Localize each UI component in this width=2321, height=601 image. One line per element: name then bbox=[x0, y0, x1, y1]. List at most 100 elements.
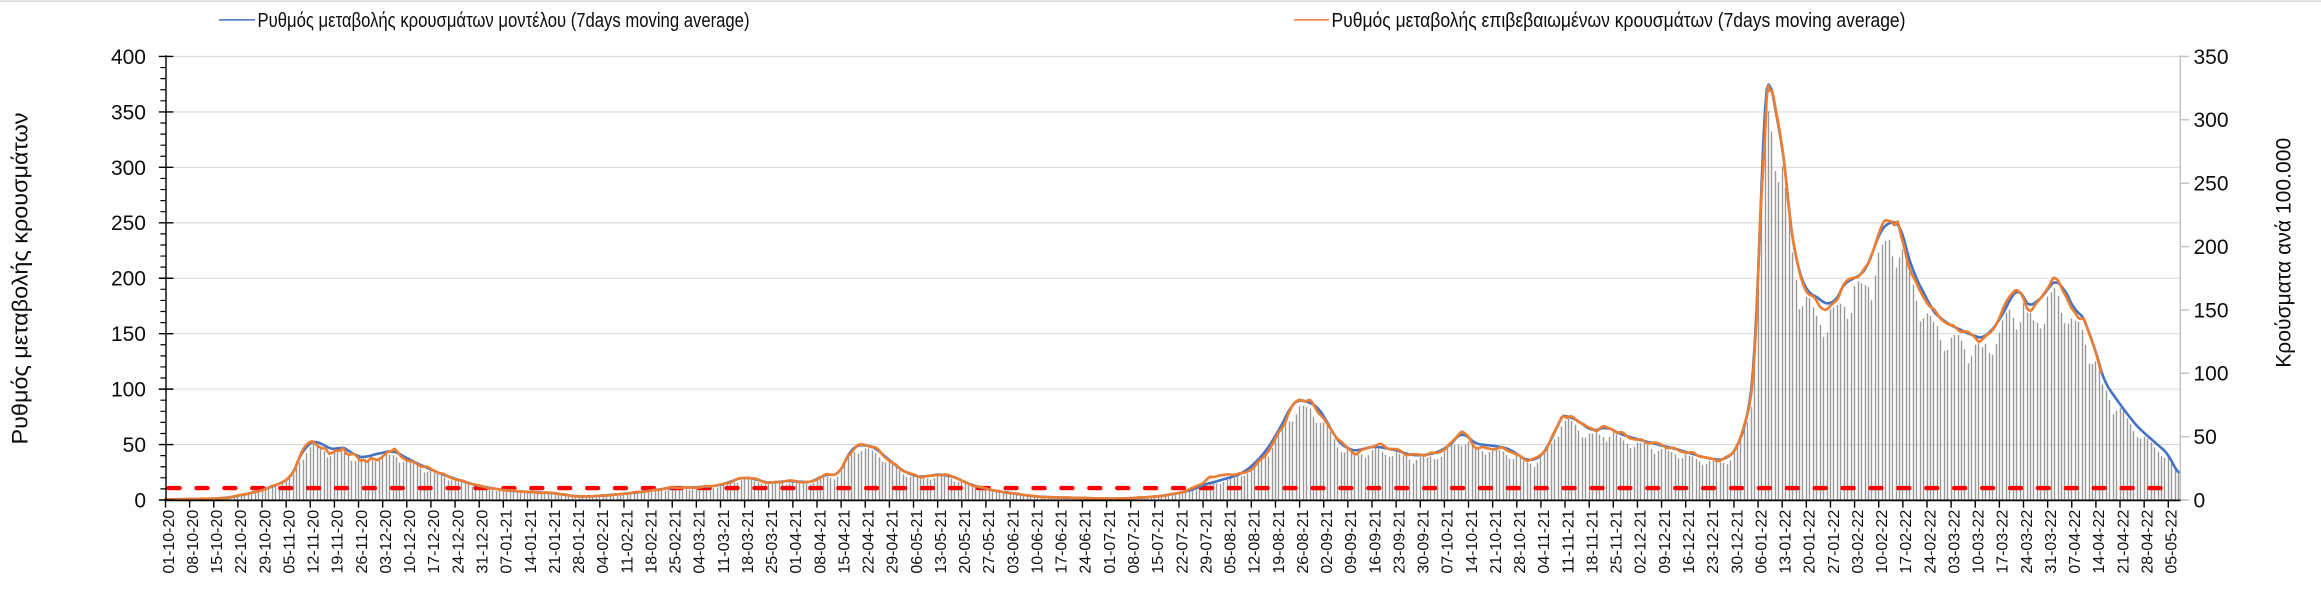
svg-text:08-04-21: 08-04-21 bbox=[812, 510, 829, 574]
svg-text:25-03-21: 25-03-21 bbox=[764, 510, 781, 574]
svg-text:01-04-21: 01-04-21 bbox=[788, 510, 805, 574]
svg-text:08-10-20: 08-10-20 bbox=[185, 509, 202, 573]
svg-text:06-05-21: 06-05-21 bbox=[909, 510, 926, 574]
svg-text:18-11-21: 18-11-21 bbox=[1584, 510, 1601, 574]
svg-text:18-03-21: 18-03-21 bbox=[740, 510, 757, 574]
svg-text:26-11-20: 26-11-20 bbox=[354, 509, 371, 573]
svg-text:07-01-21: 07-01-21 bbox=[499, 510, 516, 574]
svg-text:24-03-22: 24-03-22 bbox=[2019, 510, 2036, 574]
svg-text:22-04-21: 22-04-21 bbox=[861, 510, 878, 574]
svg-text:08-07-21: 08-07-21 bbox=[1126, 510, 1143, 574]
svg-text:13-01-22: 13-01-22 bbox=[1778, 510, 1795, 574]
svg-text:350: 350 bbox=[111, 101, 146, 124]
svg-text:07-04-22: 07-04-22 bbox=[2067, 510, 2084, 574]
svg-text:05-05-22: 05-05-22 bbox=[2164, 510, 2181, 574]
svg-text:23-12-21: 23-12-21 bbox=[1705, 510, 1722, 574]
svg-text:13-05-21: 13-05-21 bbox=[933, 510, 950, 574]
svg-text:300: 300 bbox=[2194, 109, 2229, 132]
svg-text:16-09-21: 16-09-21 bbox=[1367, 510, 1384, 574]
svg-text:200: 200 bbox=[2194, 236, 2229, 259]
svg-text:0: 0 bbox=[2194, 489, 2206, 512]
svg-text:100: 100 bbox=[2194, 363, 2229, 386]
svg-text:350: 350 bbox=[2194, 46, 2229, 69]
svg-text:25-02-21: 25-02-21 bbox=[668, 510, 685, 574]
svg-text:24-12-20: 24-12-20 bbox=[450, 509, 467, 573]
svg-text:07-10-21: 07-10-21 bbox=[1440, 510, 1457, 574]
svg-text:15-10-20: 15-10-20 bbox=[209, 509, 226, 573]
svg-text:01-10-20: 01-10-20 bbox=[161, 509, 178, 573]
svg-text:50: 50 bbox=[123, 434, 146, 457]
svg-text:04-11-21: 04-11-21 bbox=[1536, 510, 1553, 574]
svg-text:28-10-21: 28-10-21 bbox=[1512, 510, 1529, 574]
svg-text:22-07-21: 22-07-21 bbox=[1174, 510, 1191, 574]
svg-text:02-09-21: 02-09-21 bbox=[1319, 510, 1336, 574]
svg-text:Κρούσματα ανά 100.000: Κρούσματα ανά 100.000 bbox=[2273, 138, 2296, 368]
svg-text:15-04-21: 15-04-21 bbox=[836, 510, 853, 574]
svg-text:10-12-20: 10-12-20 bbox=[402, 509, 419, 573]
svg-text:20-05-21: 20-05-21 bbox=[957, 510, 974, 574]
svg-text:09-12-21: 09-12-21 bbox=[1657, 510, 1674, 574]
svg-text:24-02-22: 24-02-22 bbox=[1922, 510, 1939, 574]
svg-text:20-01-22: 20-01-22 bbox=[1802, 510, 1819, 574]
svg-text:19-08-21: 19-08-21 bbox=[1271, 510, 1288, 574]
svg-text:23-09-21: 23-09-21 bbox=[1391, 510, 1408, 574]
svg-text:50: 50 bbox=[2194, 426, 2217, 449]
svg-text:25-11-21: 25-11-21 bbox=[1609, 510, 1626, 574]
svg-text:04-02-21: 04-02-21 bbox=[595, 510, 612, 574]
svg-text:26-08-21: 26-08-21 bbox=[1295, 510, 1312, 574]
svg-text:14-10-21: 14-10-21 bbox=[1464, 510, 1481, 574]
svg-text:03-03-22: 03-03-22 bbox=[1946, 510, 1963, 574]
svg-text:250: 250 bbox=[2194, 173, 2229, 196]
svg-text:17-03-22: 17-03-22 bbox=[1995, 510, 2012, 574]
svg-text:03-12-20: 03-12-20 bbox=[378, 509, 395, 573]
svg-text:150: 150 bbox=[111, 323, 146, 346]
svg-text:11-03-21: 11-03-21 bbox=[716, 510, 733, 574]
svg-text:18-02-21: 18-02-21 bbox=[643, 510, 660, 574]
svg-text:30-12-21: 30-12-21 bbox=[1729, 510, 1746, 574]
svg-text:24-06-21: 24-06-21 bbox=[1078, 510, 1095, 574]
svg-text:04-03-21: 04-03-21 bbox=[692, 510, 709, 574]
svg-text:30-09-21: 30-09-21 bbox=[1416, 510, 1433, 574]
svg-text:21-01-21: 21-01-21 bbox=[547, 510, 564, 574]
svg-text:14-04-22: 14-04-22 bbox=[2091, 510, 2108, 574]
svg-text:100: 100 bbox=[111, 379, 146, 402]
svg-text:21-04-22: 21-04-22 bbox=[2115, 510, 2132, 574]
svg-text:14-01-21: 14-01-21 bbox=[523, 510, 540, 574]
svg-text:29-07-21: 29-07-21 bbox=[1198, 510, 1215, 574]
svg-text:300: 300 bbox=[111, 157, 146, 180]
svg-text:05-11-20: 05-11-20 bbox=[281, 509, 298, 573]
svg-text:17-06-21: 17-06-21 bbox=[1054, 510, 1071, 574]
svg-text:21-10-21: 21-10-21 bbox=[1488, 510, 1505, 574]
svg-text:19-11-20: 19-11-20 bbox=[330, 509, 347, 573]
svg-text:10-06-21: 10-06-21 bbox=[1029, 510, 1046, 574]
svg-text:05-08-21: 05-08-21 bbox=[1223, 510, 1240, 574]
svg-text:17-12-20: 17-12-20 bbox=[426, 509, 443, 573]
svg-text:12-08-21: 12-08-21 bbox=[1247, 510, 1264, 574]
svg-text:400: 400 bbox=[111, 46, 146, 69]
svg-text:250: 250 bbox=[111, 212, 146, 235]
svg-text:Ρυθμός μεταβολής επιβεβαιωμένω: Ρυθμός μεταβολής επιβεβαιωμένων κρουσμάτ… bbox=[1332, 10, 1906, 32]
svg-text:03-02-22: 03-02-22 bbox=[1850, 510, 1867, 574]
svg-text:29-10-20: 29-10-20 bbox=[257, 509, 274, 573]
svg-text:31-03-22: 31-03-22 bbox=[2043, 510, 2060, 574]
svg-text:27-01-22: 27-01-22 bbox=[1826, 510, 1843, 574]
svg-text:02-12-21: 02-12-21 bbox=[1633, 510, 1650, 574]
svg-text:10-03-22: 10-03-22 bbox=[1971, 510, 1988, 574]
svg-text:150: 150 bbox=[2194, 299, 2229, 322]
svg-text:29-04-21: 29-04-21 bbox=[885, 510, 902, 574]
svg-text:28-04-22: 28-04-22 bbox=[2139, 510, 2156, 574]
svg-text:11-11-21: 11-11-21 bbox=[1560, 510, 1577, 574]
svg-text:0: 0 bbox=[134, 489, 146, 512]
svg-text:Ρυθμός μεταβολής κρουσμάτων μο: Ρυθμός μεταβολής κρουσμάτων μοντέλου (7d… bbox=[258, 10, 750, 32]
svg-text:10-02-22: 10-02-22 bbox=[1874, 510, 1891, 574]
svg-text:09-09-21: 09-09-21 bbox=[1343, 510, 1360, 574]
svg-text:16-12-21: 16-12-21 bbox=[1681, 510, 1698, 574]
svg-text:22-10-20: 22-10-20 bbox=[233, 509, 250, 573]
svg-text:17-02-22: 17-02-22 bbox=[1898, 510, 1915, 574]
svg-text:06-01-22: 06-01-22 bbox=[1753, 510, 1770, 574]
svg-text:03-06-21: 03-06-21 bbox=[1005, 510, 1022, 574]
svg-text:01-07-21: 01-07-21 bbox=[1102, 510, 1119, 574]
svg-text:11-02-21: 11-02-21 bbox=[619, 510, 636, 574]
svg-text:15-07-21: 15-07-21 bbox=[1150, 510, 1167, 574]
svg-text:12-11-20: 12-11-20 bbox=[306, 509, 323, 573]
